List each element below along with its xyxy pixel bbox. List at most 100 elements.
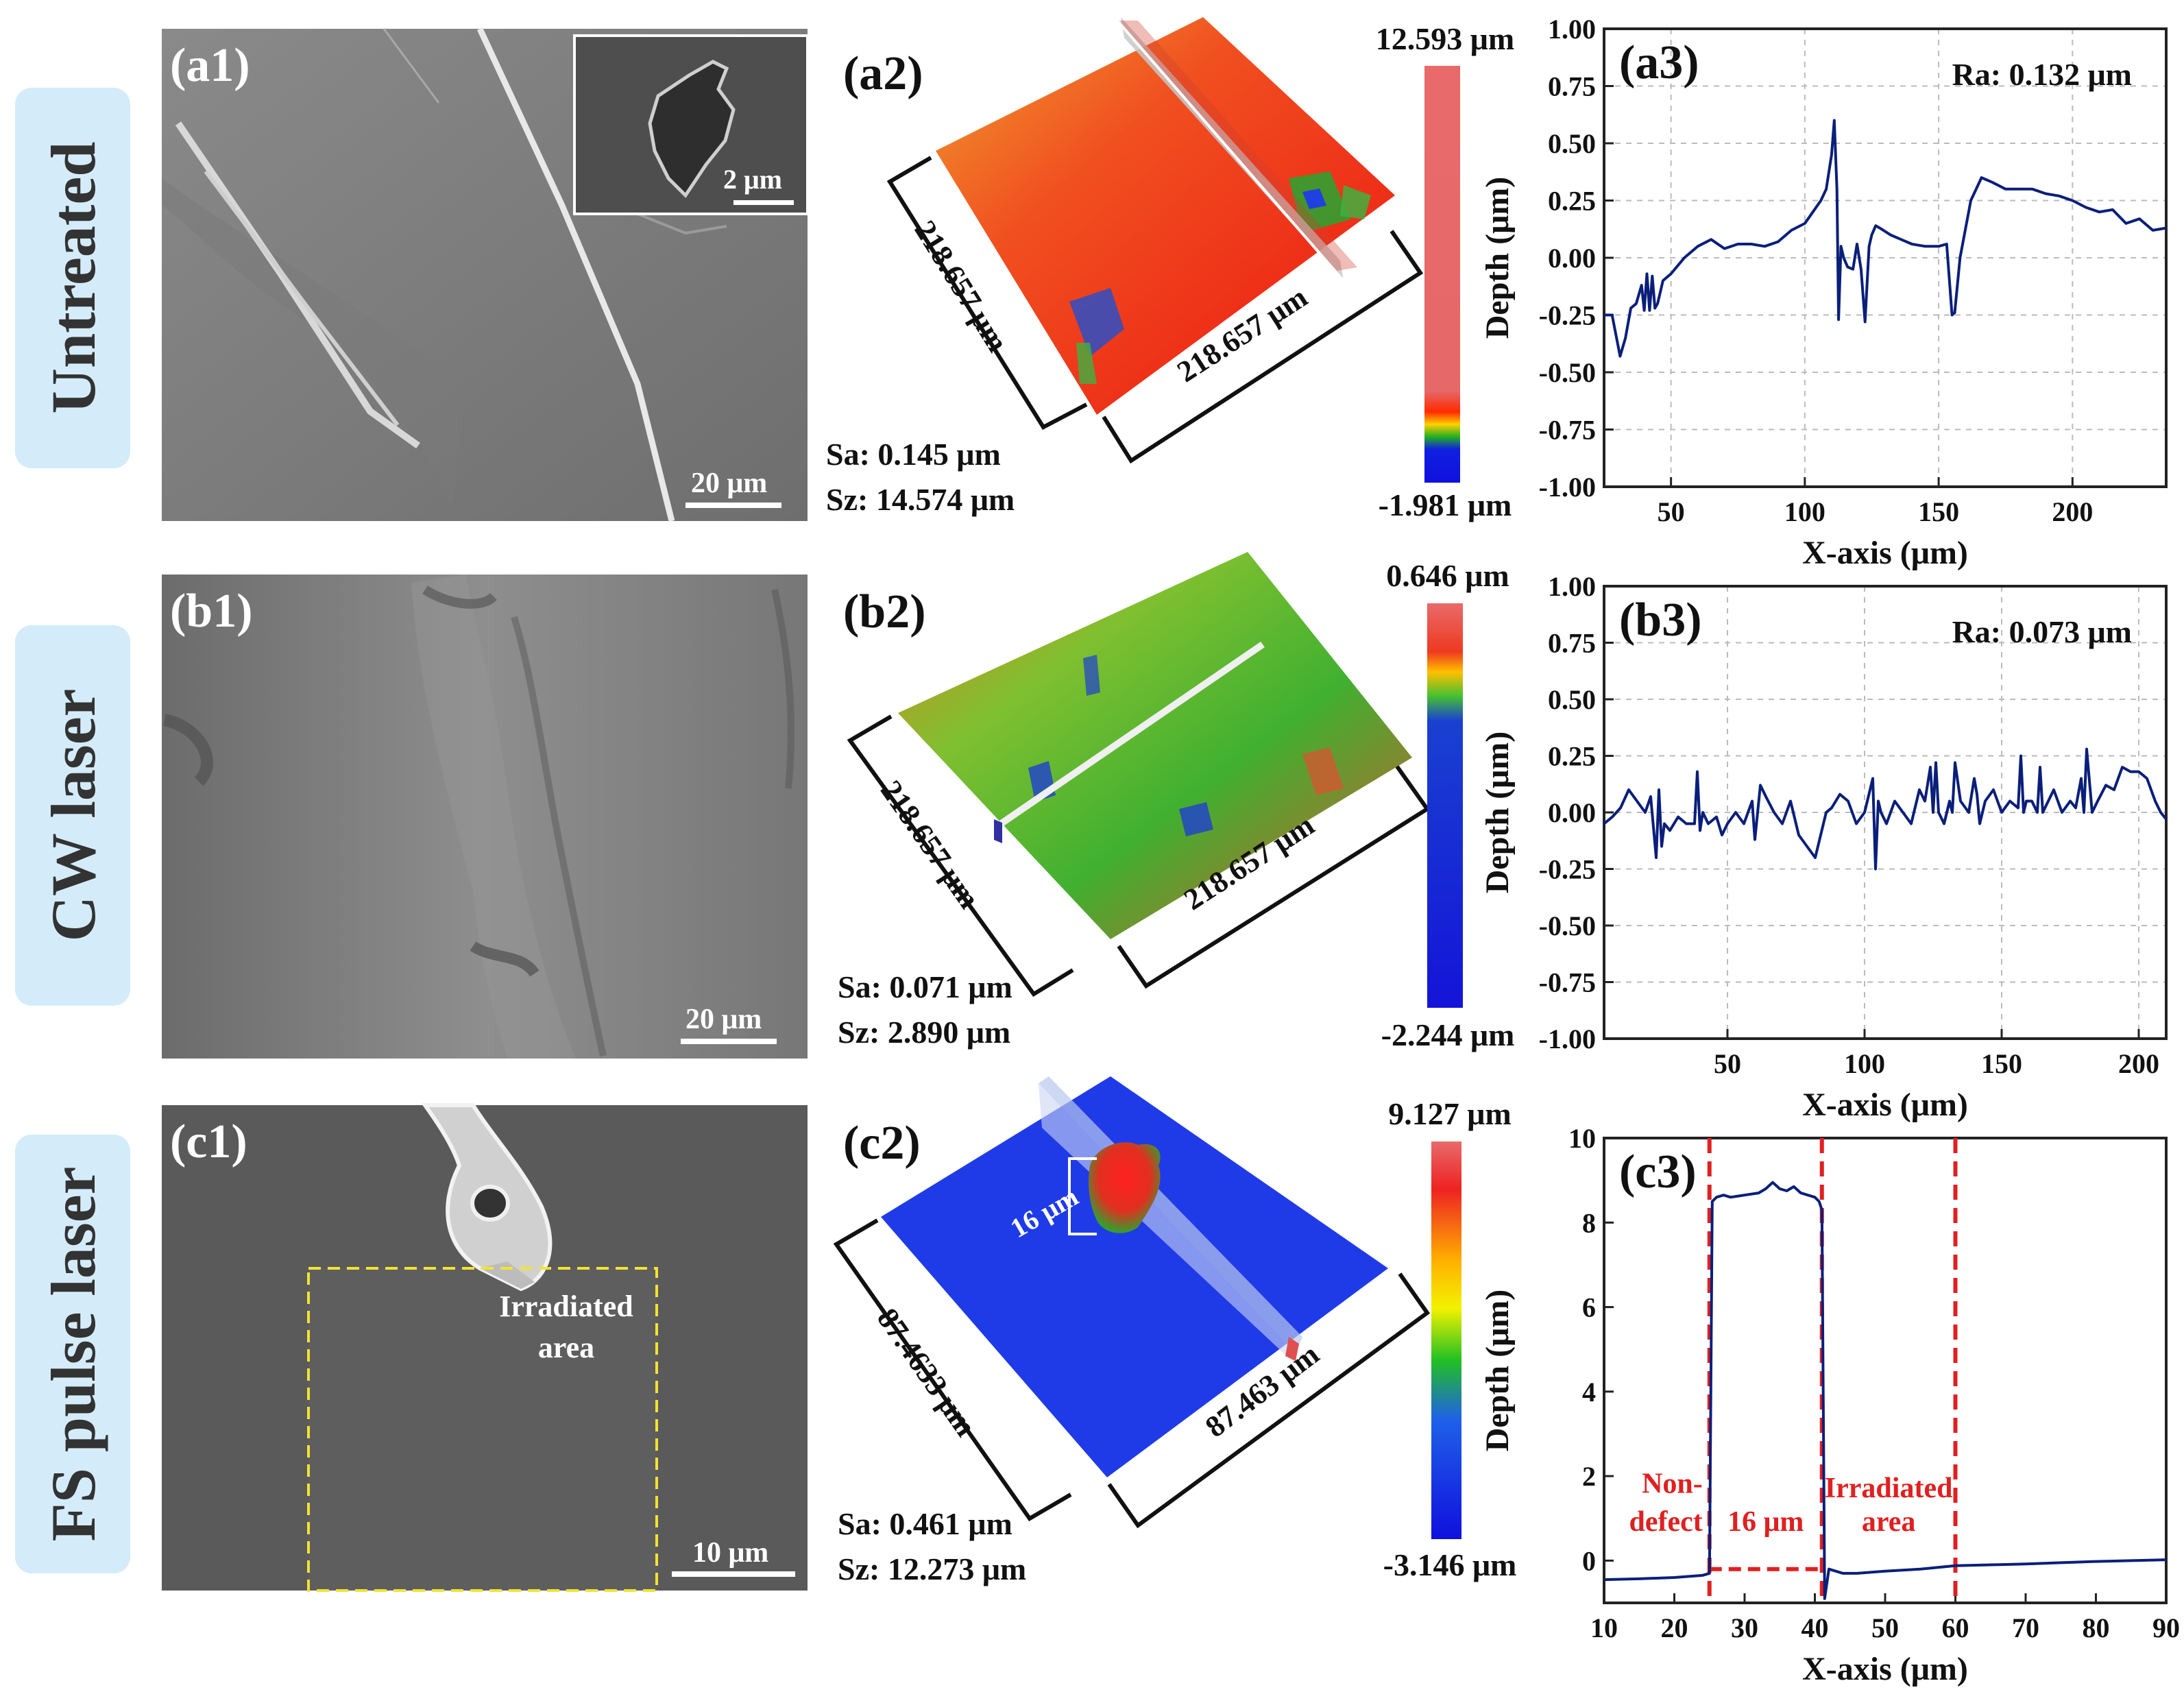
topo-panel-c2: (c2) 16 μm 87.4633 μm 87.463 μm Sa: 0.46… — [833, 1076, 1517, 1586]
irradiated-area-box — [307, 1267, 658, 1592]
y-tick-label: 6 — [1582, 1292, 1596, 1323]
x-axis-label: X-axis (μm) — [1802, 535, 1968, 571]
x-tick-label: 50 — [1658, 496, 1685, 527]
x-tick-label: 150 — [1981, 1048, 2022, 1079]
y-tick-label: 1.00 — [1548, 571, 1596, 602]
y-tick-label: -0.75 — [1539, 415, 1596, 446]
y-tick-label: 0.25 — [1548, 741, 1596, 772]
sem-scale-label-c1: 10 μm — [692, 1537, 768, 1569]
sem-inset-scale-label: 2 μm — [723, 164, 782, 195]
profile-plane-a2 — [1117, 21, 1357, 271]
irradiated-region — [308, 1268, 657, 1591]
sz-value-b2: Sz: 2.890 μm — [838, 1015, 1010, 1050]
x-tick-label: 90 — [2152, 1612, 2180, 1643]
dimension-label-b2-left: 218.657 μm — [874, 774, 986, 915]
series-line-profile — [1603, 1181, 2167, 1600]
x-tick-label: 60 — [1942, 1612, 1969, 1643]
sem-scalebar-a1 — [685, 503, 781, 508]
y-tick-label: -0.50 — [1539, 357, 1596, 388]
label-nondefect-line1: Non- — [1642, 1469, 1703, 1500]
sem-image-b1: (b1) 20 μm — [162, 575, 808, 1059]
colorbar-max-b2: 0.646 μm — [1386, 558, 1509, 593]
x-tick-label: 30 — [1731, 1612, 1758, 1643]
dimension-label-c2-left: 87.4633 μm — [871, 1302, 983, 1442]
series-line-profile — [1604, 119, 2167, 358]
panel-label-b3: (b3) — [1619, 594, 1702, 646]
defect-bump-c2 — [1089, 1142, 1161, 1233]
sem-image-c1: Irradiated area (c1) 10 μm — [162, 1103, 808, 1592]
row-label-untreated: Untreated — [15, 88, 130, 468]
y-tick-label: 10 — [1568, 1123, 1596, 1154]
y-tick-label: 1.00 — [1548, 14, 1596, 45]
y-tick-label: 0.75 — [1548, 628, 1596, 659]
x-tick-label: 150 — [1918, 496, 1959, 527]
sa-value-c2: Sa: 0.461 μm — [838, 1506, 1012, 1541]
sz-value-c2: Sz: 12.273 μm — [838, 1551, 1026, 1586]
colorbar-max-c2: 9.127 μm — [1388, 1096, 1511, 1131]
x-axis-label: X-axis (μm) — [1802, 1651, 1968, 1687]
plot-frame — [1603, 27, 2168, 488]
row-label-untreated-text: Untreated — [38, 142, 108, 414]
series-line-profile — [1603, 747, 2168, 871]
sem-scalebar-b1 — [681, 1039, 777, 1044]
panel-label-c3: (c3) — [1619, 1146, 1697, 1198]
y-axis-label: Depth (μm) — [1479, 732, 1516, 894]
y-tick-label: -1.00 — [1539, 472, 1596, 503]
topo-panel-b2: (b2) 218.657 μm 218.657 μm Sa: 0.071 μm … — [838, 552, 1514, 1052]
y-tick-label: 2 — [1582, 1461, 1596, 1492]
sem-scalebar-c1 — [672, 1571, 795, 1577]
sem-scale-label-b1: 20 μm — [685, 1004, 762, 1035]
topo-surface-b2 — [898, 552, 1412, 939]
label-irradiated-line1: Irradiated — [1825, 1473, 1953, 1504]
profile-plane-c2 — [1039, 1076, 1302, 1354]
irradiated-area-label-line1: Irradiated — [499, 1290, 633, 1323]
profile-line-b2 — [995, 641, 1265, 830]
y-tick-label: 0.00 — [1548, 243, 1596, 274]
colorbar-min-c2: -3.146 μm — [1383, 1547, 1517, 1582]
y-tick-label: -0.50 — [1539, 910, 1596, 941]
y-tick-label: 0 — [1582, 1545, 1596, 1576]
x-tick-label: 100 — [1844, 1048, 1885, 1079]
y-tick-label: 0.50 — [1548, 684, 1596, 715]
step-dimension-c2 — [1068, 1157, 1097, 1235]
label-irradiated-line2: area — [1862, 1506, 1916, 1538]
row-label-cw: CW laser — [15, 625, 130, 1006]
x-tick-label: 200 — [2118, 1048, 2159, 1079]
sem-inset-scalebar — [733, 200, 794, 205]
x-axis-label: X-axis (μm) — [1802, 1087, 1968, 1123]
panel-label-c2: (c2) — [843, 1117, 921, 1170]
y-tick-label: 0.25 — [1548, 186, 1596, 217]
label-step-width: 16 μm — [1727, 1506, 1804, 1538]
panel-label-c1: (c1) — [170, 1115, 247, 1168]
x-tick-label: 50 — [1871, 1612, 1899, 1643]
line-chart-c3: 10 20 30 40 50 60 70 80 90 0 2 4 6 8 10 X-axis (μm) Dept… — [1479, 1123, 2180, 1687]
topo-surface-a2 — [936, 17, 1395, 415]
y-tick-label: -1.00 — [1539, 1024, 1596, 1054]
panel-label-b2: (b2) — [843, 585, 926, 638]
panel-label-a1: (a1) — [170, 39, 250, 92]
y-tick-label: 0.50 — [1548, 128, 1596, 159]
x-tick-label: 20 — [1661, 1612, 1688, 1643]
irradiated-area-label-line2: area — [538, 1331, 594, 1364]
sa-value-b2: Sa: 0.071 μm — [838, 969, 1012, 1004]
sem-scale-label-a1: 20 μm — [691, 468, 767, 499]
panel-label-a2: (a2) — [843, 47, 923, 100]
y-axis-label: Depth (μm) — [1479, 177, 1516, 339]
y-tick-label: -0.25 — [1539, 854, 1596, 885]
dimension-bracket-b2-right — [1117, 765, 1431, 989]
x-tick-label: 80 — [2083, 1612, 2110, 1643]
dimension-bracket-a2-left — [886, 156, 1088, 430]
line-chart-a3: 50 100 150 200 -1.00 -0.75 -0.50 -0.25 0.00 0.25 0… — [1479, 14, 2168, 571]
colorbar-max-a2: 12.593 μm — [1376, 21, 1514, 56]
dimension-bracket-b2-left — [847, 714, 1074, 998]
y-tick-label: 0.00 — [1548, 797, 1596, 828]
colorbar-a2 — [1424, 66, 1460, 483]
dimension-bracket-a2-right — [1102, 230, 1424, 464]
ra-annotation-a3: Ra: 0.132 μm — [1952, 57, 2132, 92]
x-tick-label: 40 — [1801, 1612, 1829, 1643]
y-tick-label: 0.75 — [1548, 71, 1596, 102]
sem-image-a1: 2 μm (a1) 20 μm — [162, 27, 809, 522]
colorbar-min-b2: -2.244 μm — [1381, 1017, 1515, 1052]
